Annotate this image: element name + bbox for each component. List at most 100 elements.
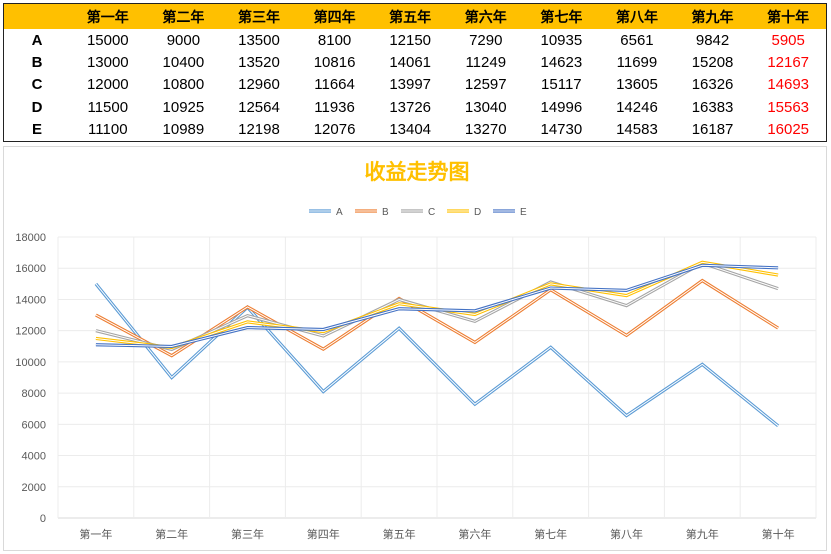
table-cell: 12150 [389, 31, 432, 49]
x-tick-label: 第七年 [534, 527, 567, 541]
table-cell: 13500 [238, 31, 280, 49]
data-table-container: 第一年 第二年 第三年 第四年 第五年 第六年 第七年 第八年 第九年 第十年 … [3, 3, 827, 142]
y-tick-label: 12000 [15, 326, 46, 338]
table-cell: 12564 [238, 98, 280, 116]
table-cell: 14623 [540, 54, 583, 72]
table-cell: 14730 [540, 121, 583, 139]
table-cell: 10925 [162, 98, 205, 116]
column-header: 第二年 [145, 4, 222, 29]
table-cell: 14246 [616, 98, 658, 116]
y-tick-label: 0 [40, 513, 46, 525]
table-cell: 12167 [767, 54, 810, 72]
column-header: 第十年 [750, 4, 826, 29]
table-cell: 11249 [465, 54, 507, 72]
table-cell: 10816 [313, 54, 356, 72]
y-tick-label: 16000 [15, 263, 46, 275]
table-cell: 13040 [464, 98, 507, 116]
table-row: D 11500 10925 12564 11936 13726 13040 14996 1424… [4, 96, 826, 118]
table-cell: 6561 [620, 31, 654, 49]
table-cell: 15000 [86, 31, 129, 49]
legend-label: A [336, 207, 343, 218]
y-tick-label: 18000 [15, 232, 46, 244]
table-cell: 14583 [616, 121, 658, 139]
table-cell: 13605 [616, 76, 658, 94]
chart-title: 收益走势图 [365, 160, 470, 184]
y-tick-label: 2000 [22, 482, 46, 494]
table-cell: 13997 [389, 76, 432, 94]
table-cell: 15563 [767, 98, 810, 116]
table-cell: 10935 [540, 31, 583, 49]
x-tick-label: 第六年 [458, 527, 491, 541]
x-tick-label: 第一年 [79, 527, 112, 541]
table-cell: 9842 [695, 31, 730, 49]
table-cell: 9000 [166, 31, 201, 49]
column-header: 第八年 [599, 4, 675, 29]
column-header: 第七年 [523, 4, 600, 29]
table-cell: 12000 [86, 76, 129, 94]
table-cell: 10400 [162, 54, 205, 72]
x-tick-label: 第八年 [610, 527, 643, 541]
table-cell: 12960 [238, 76, 280, 94]
table-row: C 12000 10800 12960 11664 13997 12597 15117 1360… [4, 74, 826, 96]
column-header: 第一年 [70, 4, 146, 29]
y-tick-label: 8000 [22, 388, 46, 400]
table-cell: 10989 [162, 121, 205, 139]
y-tick-label: 10000 [15, 357, 46, 369]
line-chart: 收益走势图 0 2000 4000 6000 8000 10000 12000 14000 160… [15, 160, 817, 541]
chart-area: 收益走势图 0 2000 4000 6000 8000 10000 12000 14000 160… [3, 146, 827, 551]
table-cell: 13270 [464, 121, 507, 139]
table-row: E 11100 10989 12198 12076 13404 13270 14730 1458… [4, 119, 826, 141]
y-tick-label: 4000 [22, 451, 46, 463]
y-tick-label: 14000 [15, 294, 46, 306]
table-cell: 15208 [691, 54, 734, 72]
x-tick-label: 第十年 [762, 527, 795, 541]
legend-label: E [520, 207, 527, 218]
table-cell: 14061 [389, 54, 432, 72]
table-cell: 13726 [389, 98, 432, 116]
data-table: 第一年 第二年 第三年 第四年 第五年 第六年 第七年 第八年 第九年 第十年 … [4, 4, 826, 141]
series-line-inner-e [95, 264, 779, 347]
row-label: C [31, 76, 43, 94]
table-cell: 7290 [469, 31, 503, 49]
table-cell: 12076 [313, 121, 356, 139]
table-cell: 12597 [464, 76, 507, 94]
row-label: E [31, 121, 42, 139]
table-row: B 13000 10400 13520 10816 14061 11249 14623 1169… [4, 51, 826, 73]
row-label: A [31, 31, 43, 49]
legend-label: C [428, 207, 435, 218]
row-label: B [31, 54, 43, 72]
table-row: A 15000 9000 13500 8100 12150 7290 10935 6561 984… [4, 29, 826, 51]
column-header: 第九年 [674, 4, 751, 29]
table-cell: 15117 [541, 76, 582, 94]
table-cell: 16025 [767, 121, 810, 139]
table-cell: 13520 [238, 54, 280, 72]
table-cell: 16187 [691, 121, 734, 139]
series-line-inner-a [95, 283, 779, 427]
column-header: 第五年 [372, 4, 448, 29]
table-cell: 16383 [691, 98, 734, 116]
table-cell: 13404 [389, 121, 432, 139]
table-cell: 5905 [771, 31, 805, 49]
table-corner-cell [4, 4, 70, 29]
column-header: 第六年 [447, 4, 524, 29]
x-tick-label: 第三年 [231, 527, 264, 541]
x-tick-label: 第二年 [155, 527, 188, 541]
table-cell: 13000 [86, 54, 129, 72]
row-label: D [31, 98, 43, 116]
table-cell: 11936 [314, 98, 355, 116]
legend-label: D [474, 207, 481, 218]
column-header: 第四年 [296, 4, 373, 29]
y-tick-label: 6000 [22, 419, 46, 431]
column-header: 第三年 [221, 4, 297, 29]
table-cell: 12198 [238, 121, 280, 139]
table-cell: 11500 [87, 98, 129, 116]
table-cell: 11664 [314, 76, 355, 94]
table-cell: 11699 [616, 54, 658, 72]
table-cell: 11100 [88, 121, 128, 139]
table-cell: 8100 [317, 31, 352, 49]
table-header-row: 第一年 第二年 第三年 第四年 第五年 第六年 第七年 第八年 第九年 第十年 [4, 4, 826, 29]
x-tick-label: 第四年 [307, 527, 340, 541]
table-cell: 14693 [767, 76, 810, 94]
x-tick-label: 第五年 [383, 527, 416, 541]
legend-label: B [382, 207, 389, 218]
